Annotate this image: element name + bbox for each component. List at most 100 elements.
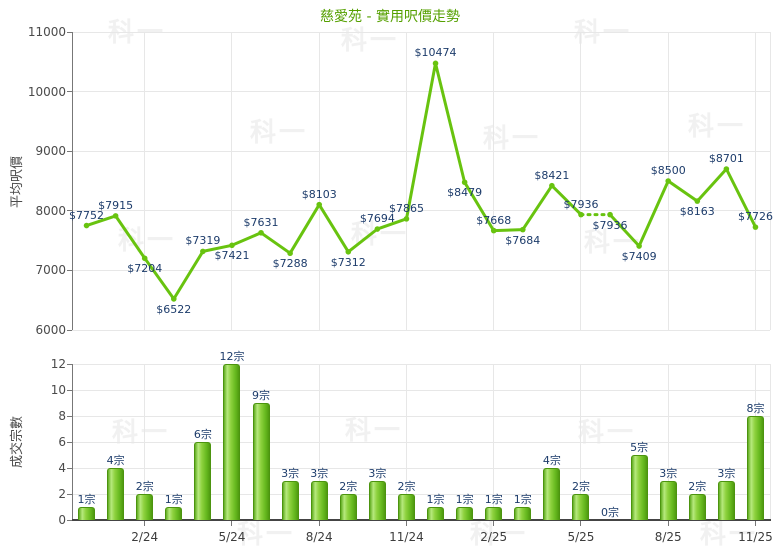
price-point-marker xyxy=(519,226,526,233)
volume-bar-label: 3宗 xyxy=(659,467,678,480)
x-axis-label: 11/24 xyxy=(389,530,424,544)
volume-bar xyxy=(630,455,648,520)
volume-bar-label: 2宗 xyxy=(688,480,707,493)
y-axis-tick-label: 6000 xyxy=(35,323,66,337)
volume-bar-label: 2宗 xyxy=(397,480,416,493)
grid-line-vertical xyxy=(318,32,320,330)
y-axis-tick-label: 6 xyxy=(58,435,66,449)
watermark: 科一 xyxy=(345,416,404,446)
price-point-marker xyxy=(170,296,177,302)
y-axis-tick xyxy=(67,210,72,212)
volume-bar xyxy=(572,494,590,520)
x-axis-tick xyxy=(318,521,320,526)
volume-bar xyxy=(397,494,415,520)
y-axis-tick xyxy=(67,415,72,417)
volume-bar-label: 6宗 xyxy=(193,428,212,441)
grid-line-vertical xyxy=(405,364,407,520)
y-axis-tick-label: 8 xyxy=(58,409,66,423)
chart-title: 慈愛苑 - 實用呎價走勢 xyxy=(320,9,460,25)
volume-bar xyxy=(368,481,386,520)
price-point-marker xyxy=(490,227,497,234)
price-point-marker xyxy=(287,250,293,257)
price-point-label: $7915 xyxy=(98,198,134,212)
volume-bar xyxy=(136,494,154,520)
volume-bar-label: 4宗 xyxy=(542,454,561,467)
price-point-label: $8163 xyxy=(679,205,715,219)
y-axis-tick xyxy=(67,519,72,521)
count-axis-title: 成交宗數 xyxy=(10,416,25,469)
price-point-label: $7319 xyxy=(185,234,221,248)
volume-bar-label: 2宗 xyxy=(135,480,154,493)
price-point-label: $7726 xyxy=(737,210,773,224)
volume-bar-label: 3宗 xyxy=(281,467,300,480)
price-point-label: $8421 xyxy=(534,168,570,182)
volume-bar xyxy=(107,468,125,520)
price-point-label: $6522 xyxy=(156,302,192,316)
grid-line-horizontal xyxy=(72,467,770,469)
price-point-label: $10474 xyxy=(414,46,457,60)
price-line-segment xyxy=(85,61,583,301)
volume-bar xyxy=(339,494,357,520)
volume-bar xyxy=(223,364,241,520)
plot-border-right xyxy=(770,364,771,520)
x-axis-label: 5/25 xyxy=(567,530,595,544)
x-axis-label: 2/25 xyxy=(480,530,508,544)
price-point-marker xyxy=(345,249,352,255)
watermark: 科一 xyxy=(237,520,296,550)
price-point-marker xyxy=(403,216,410,222)
price-line-segment xyxy=(608,167,757,248)
x-axis-label: 8/24 xyxy=(305,530,333,544)
y-axis-tick-label: 4 xyxy=(58,461,66,475)
y-axis-line xyxy=(72,32,73,330)
price-point-marker xyxy=(83,222,90,229)
y-axis-tick xyxy=(67,150,72,152)
x-axis-tick xyxy=(493,521,495,526)
price-point-marker xyxy=(200,248,206,255)
price-point-marker xyxy=(578,211,584,218)
grid-line-vertical xyxy=(144,364,146,520)
price-point-marker xyxy=(229,242,235,249)
price-point-label: $8500 xyxy=(650,164,686,177)
price-point-marker xyxy=(258,229,264,236)
y-axis-tick xyxy=(67,441,72,443)
x-axis-label: 5/24 xyxy=(218,530,246,544)
y-axis-tick-label: 7000 xyxy=(35,263,66,278)
plot-border-right xyxy=(770,32,771,330)
price-point-marker xyxy=(141,255,148,262)
volume-bar-label: 4宗 xyxy=(106,454,125,467)
price-point-label: $7684 xyxy=(505,233,541,247)
y-axis-tick-label: 10 xyxy=(50,383,66,397)
y-axis-tick xyxy=(67,389,72,391)
price-point-label: $7752 xyxy=(69,208,105,222)
volume-bar-label: 2宗 xyxy=(339,480,358,493)
volume-bar xyxy=(485,507,503,520)
watermark: 科一 xyxy=(351,220,410,250)
watermark: 科一 xyxy=(341,26,400,56)
volume-bar xyxy=(717,481,735,520)
grid-line-vertical xyxy=(580,364,582,520)
grid-line-horizontal xyxy=(72,31,770,33)
y-axis-tick-label: 11000 xyxy=(27,25,66,39)
price-point-marker xyxy=(374,226,381,232)
volume-bar xyxy=(252,403,270,520)
price-point-marker xyxy=(316,201,323,208)
grid-line-vertical xyxy=(667,364,669,520)
volume-bar-label: 2宗 xyxy=(571,480,590,493)
y-axis-tick-label: 8000 xyxy=(35,203,66,218)
volume-bar-label: 0宗 xyxy=(601,506,620,519)
price-point-marker xyxy=(461,179,468,186)
y-axis-tick xyxy=(67,329,72,331)
watermark: 科一 xyxy=(108,18,167,48)
watermark: 科一 xyxy=(700,520,759,550)
grid-line-vertical xyxy=(754,32,756,330)
volume-bar-label: 1宗 xyxy=(513,493,532,506)
x-axis-tick xyxy=(231,521,233,526)
y-axis-tick-label: 10000 xyxy=(27,84,66,99)
price-point-marker xyxy=(112,213,119,219)
price-point-label: $7204 xyxy=(127,262,163,276)
grid-line-horizontal xyxy=(72,493,770,495)
volume-bar xyxy=(746,416,764,520)
price-point-label: $8103 xyxy=(301,187,337,201)
